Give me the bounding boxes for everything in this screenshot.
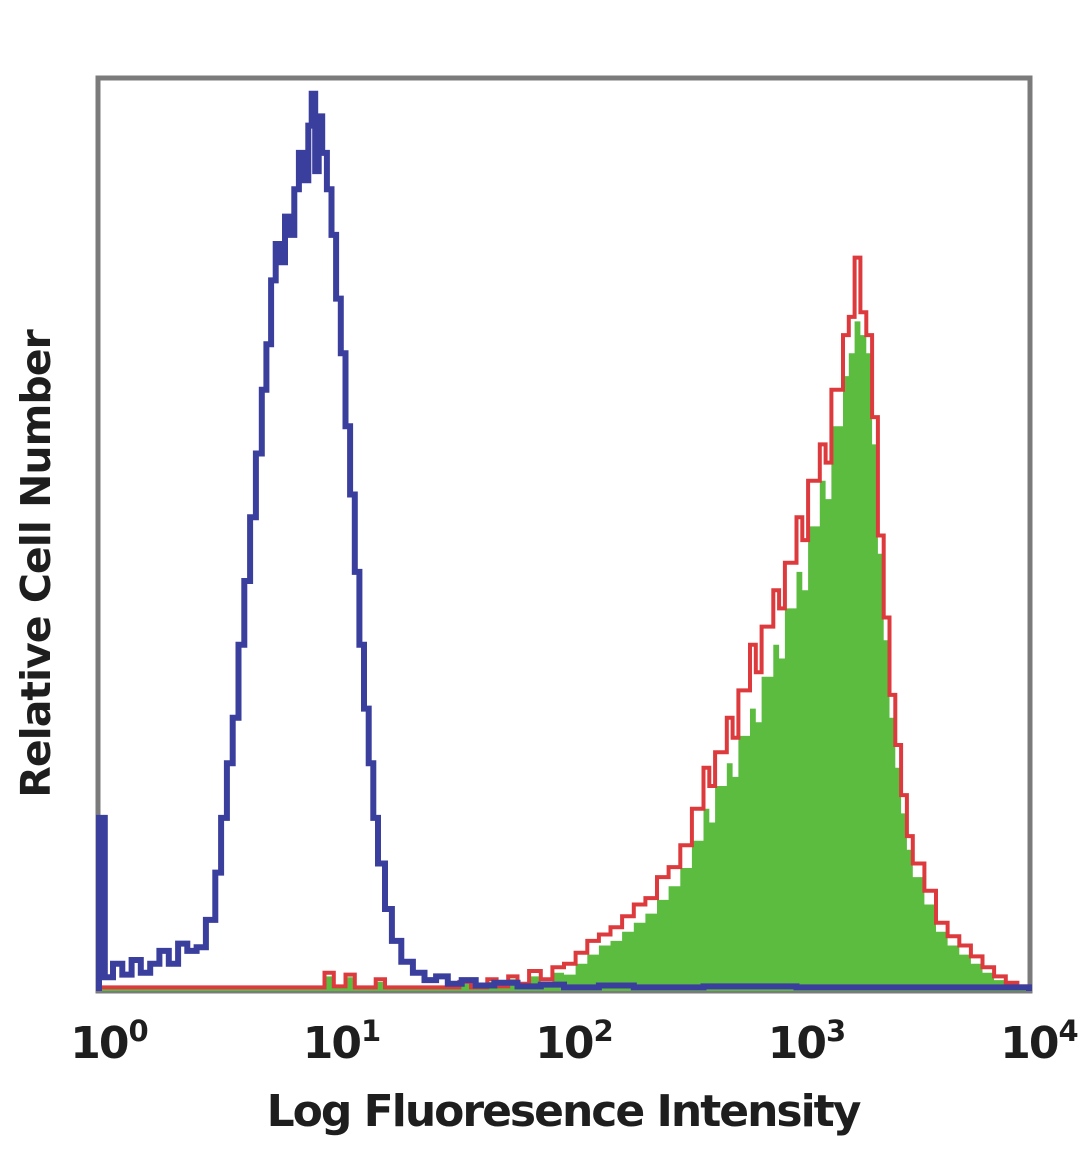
- x-tick-exponent: 0: [128, 1014, 149, 1048]
- x-tick-exponent: 4: [1058, 1014, 1079, 1048]
- x-tick-base: 10: [535, 1018, 594, 1069]
- red-outline-histogram: [97, 255, 1031, 991]
- x-tick-label-10e3: 103: [767, 1014, 846, 1069]
- x-tick-exponent: 2: [593, 1014, 614, 1048]
- x-tick-label-10e4: 104: [1000, 1014, 1078, 1069]
- blue-open-histogram: [96, 90, 1032, 991]
- x-tick-base: 10: [767, 1018, 827, 1069]
- green-filled-histogram: [99, 321, 1029, 991]
- x-tick-base: 10: [302, 1018, 362, 1069]
- x-tick-label-10e2: 102: [535, 1014, 613, 1069]
- x-tick-exponent: 3: [826, 1014, 847, 1048]
- x-tick-base: 10: [70, 1018, 129, 1069]
- x-axis-label: Log Fluoresence Intensity: [266, 1086, 862, 1137]
- histogram-series-group: [96, 90, 1032, 991]
- x-tick-label-10e1: 101: [302, 1014, 381, 1069]
- x-tick-exponent: 1: [361, 1014, 382, 1048]
- x-tick-label-10e0: 100: [70, 1014, 148, 1069]
- x-tick-base: 10: [1000, 1018, 1059, 1069]
- y-axis-label: Relative Cell Number: [12, 330, 60, 798]
